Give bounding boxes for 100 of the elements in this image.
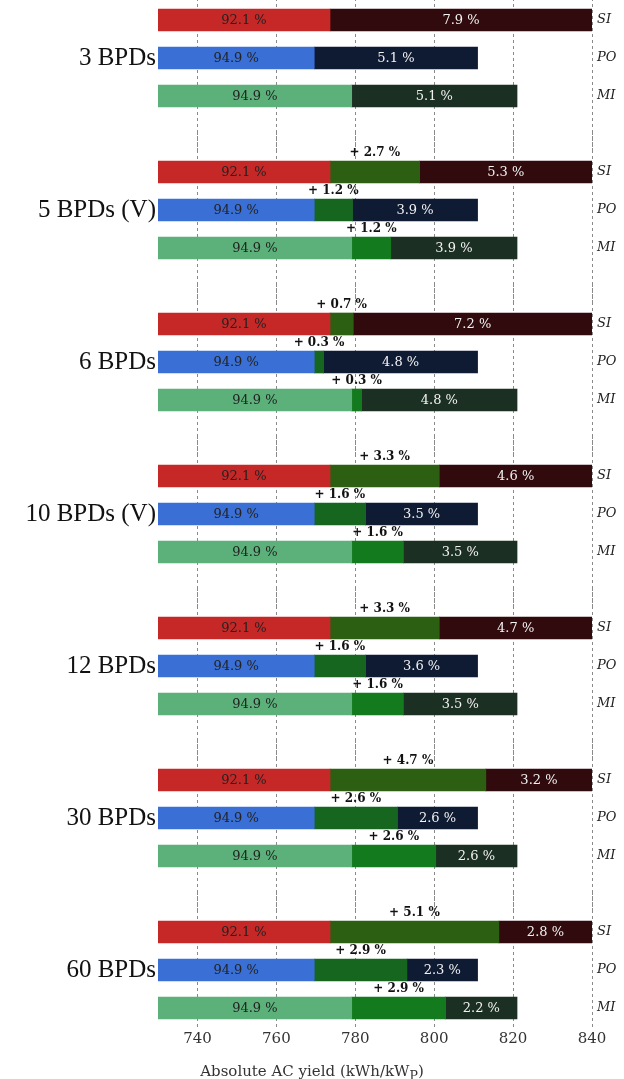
- annotation: 2.6 %: [418, 810, 457, 826]
- annotation: 4.6 %: [497, 468, 535, 484]
- y-tick-label: MI: [596, 543, 617, 559]
- annotation: + 4.7 %: [382, 753, 434, 768]
- y-tick-label: MI: [596, 391, 617, 407]
- y-tick-label: SI: [597, 771, 612, 787]
- bar: [390, 236, 518, 260]
- bar: [352, 198, 478, 222]
- x-tick-label: 840: [577, 1028, 607, 1047]
- annotation: + 2.7 %: [349, 145, 401, 160]
- y-axis-title: 3 BPDs: [78, 42, 156, 70]
- bar: [158, 996, 353, 1020]
- bar: [158, 312, 331, 336]
- bar: [351, 388, 362, 412]
- bar: [438, 616, 592, 640]
- y-axis-title: 60 BPDs: [66, 954, 156, 982]
- bar: [158, 84, 353, 108]
- annotation: 4.8 %: [382, 354, 420, 370]
- annotation: 2.2 %: [462, 1000, 500, 1016]
- annotation: 92.1 %: [221, 620, 267, 636]
- bar: [351, 236, 392, 260]
- annotation: 7.2 %: [454, 316, 492, 332]
- bar: [351, 692, 404, 716]
- annotation: + 1.2 %: [345, 221, 398, 236]
- annotation: 94.9 %: [213, 810, 259, 826]
- y-tick-label: MI: [596, 239, 617, 255]
- y-tick-label: SI: [597, 163, 612, 179]
- annotation: + 2.9 %: [373, 981, 425, 996]
- annotation: 5.3 %: [487, 164, 525, 180]
- x-tick-label: 820: [498, 1028, 528, 1047]
- bar: [329, 160, 420, 184]
- annotation: 94.9 %: [232, 88, 278, 104]
- bar: [158, 350, 315, 374]
- bar: [158, 540, 353, 564]
- bar: [158, 8, 331, 32]
- annotation: 94.9 %: [232, 1000, 278, 1016]
- annotation: 92.1 %: [221, 924, 267, 940]
- annotation: + 2.6 %: [368, 829, 420, 844]
- y-axis-title: 5 BPDs (V): [37, 194, 156, 223]
- y-tick-label: SI: [597, 315, 612, 331]
- bar: [158, 464, 331, 488]
- annotation: 92.1 %: [221, 772, 267, 788]
- annotation: 92.1 %: [221, 468, 267, 484]
- annotation: 2.3 %: [423, 962, 461, 978]
- bar: [352, 312, 592, 336]
- bar: [403, 540, 518, 564]
- annotation: + 1.6 %: [314, 639, 366, 654]
- annotation: 3.5 %: [402, 506, 441, 522]
- annotation: 4.8 %: [420, 392, 458, 408]
- annotation: 3.5 %: [441, 696, 479, 712]
- y-tick-label: PO: [596, 657, 617, 673]
- bar: [313, 46, 478, 70]
- annotation: 4.7 %: [497, 620, 535, 636]
- annotation: 5.1 %: [377, 50, 415, 66]
- annotation: + 3.3 %: [359, 601, 411, 616]
- y-axis-title: 10 BPDs (V): [25, 498, 156, 527]
- annotation: + 1.6 %: [352, 525, 404, 540]
- bar: [313, 198, 353, 222]
- bar: [158, 806, 315, 830]
- y-tick-label: PO: [596, 809, 617, 825]
- annotation: + 0.3 %: [293, 335, 345, 350]
- bar: [313, 958, 408, 982]
- bar: [329, 464, 440, 488]
- annotation: + 1.2 %: [308, 183, 360, 198]
- bar: [158, 692, 353, 716]
- bar: [351, 540, 404, 564]
- x-tick-label: 760: [262, 1028, 291, 1047]
- annotation: 3.2 %: [520, 772, 558, 788]
- y-tick-label: PO: [596, 505, 617, 521]
- bar: [323, 350, 478, 374]
- annotation: + 1.6 %: [314, 487, 366, 502]
- y-tick-label: SI: [597, 619, 612, 635]
- y-tick-label: SI: [597, 11, 612, 27]
- y-tick-label: PO: [596, 353, 617, 369]
- y-tick-label: MI: [596, 87, 617, 103]
- annotation: 94.9 %: [232, 240, 278, 256]
- bar: [158, 198, 315, 222]
- annotation: 94.9 %: [213, 354, 259, 370]
- y-tick-label: PO: [596, 201, 617, 217]
- bar: [419, 160, 592, 184]
- annotation: 92.1 %: [221, 164, 267, 180]
- y-tick-label: MI: [596, 999, 617, 1015]
- annotation: 92.1 %: [221, 12, 267, 28]
- annotation: 94.9 %: [232, 544, 278, 560]
- annotation: 2.6 %: [457, 848, 495, 864]
- annotation: + 1.6 %: [352, 677, 404, 692]
- bar: [313, 654, 366, 678]
- annotation: + 3.3 %: [359, 449, 411, 464]
- bar: [485, 768, 592, 792]
- annotation: + 5.1 %: [389, 905, 441, 920]
- annotation: 5.1 %: [415, 88, 453, 104]
- annotation: 3.9 %: [435, 240, 473, 256]
- y-tick-label: PO: [596, 49, 617, 65]
- bar: [158, 502, 315, 526]
- y-tick-label: MI: [596, 847, 617, 863]
- x-tick-label: 740: [183, 1028, 212, 1047]
- bar: [158, 388, 353, 412]
- bar: [158, 654, 315, 678]
- annotation: 92.1 %: [221, 316, 267, 332]
- annotation: 94.9 %: [213, 658, 259, 674]
